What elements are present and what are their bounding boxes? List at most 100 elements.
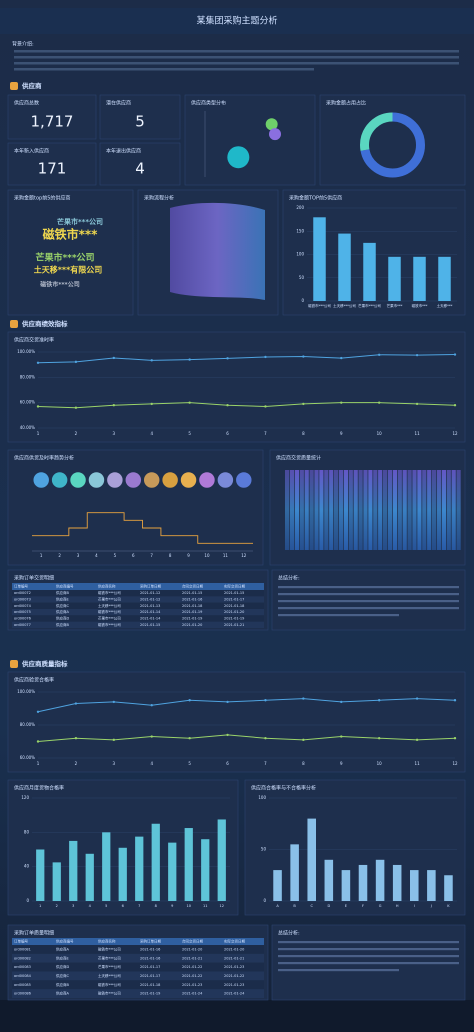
x-tick-label: 5 [188, 431, 191, 436]
point [415, 402, 419, 406]
bar [135, 836, 144, 901]
table-cell: 磁铁市***公司 [98, 590, 121, 595]
heat-bar [368, 470, 373, 550]
x-tick-label: 4 [150, 761, 153, 766]
color-dot [107, 472, 123, 488]
series-line [37, 354, 456, 364]
heat-bar [309, 470, 314, 550]
panel-title: 总结分析: [278, 930, 300, 937]
heat-bar [422, 470, 427, 550]
bubble [265, 118, 278, 131]
x-tick-label: 9 [340, 761, 343, 766]
table-cell: 2021-01-17 [140, 965, 160, 969]
heat-bar [334, 470, 339, 550]
point [415, 697, 419, 700]
table-cell: 供应商B [56, 982, 69, 987]
table-cell: 土天移***公司 [98, 973, 121, 978]
table-cell: ord00082 [14, 956, 31, 960]
table-cell: 2021-01-15 [140, 623, 160, 627]
word: 磁铁市*** [42, 227, 99, 242]
table-cell: 芒果市***公司 [98, 955, 121, 960]
heat-bar [451, 470, 456, 550]
heat-bar [304, 470, 309, 550]
table-cell: 2021-01-16 [140, 956, 160, 960]
panel-title: 供应商月度货物合格率 [14, 785, 64, 792]
table-header-cell: 实际交货日期 [224, 584, 245, 589]
table-cell: 2021-01-22 [224, 974, 244, 978]
table-header-cell: 订单编号 [14, 584, 28, 589]
x-tick-label: 4 [150, 431, 153, 436]
table-header-cell: 供应商编号 [56, 939, 74, 944]
heat-bar [392, 470, 397, 550]
heat-bar [289, 470, 295, 550]
bar [392, 864, 402, 901]
heat-bar [319, 470, 324, 550]
intro-text-lines [14, 50, 459, 71]
bar [201, 839, 210, 901]
section-title: 供应商 [21, 81, 42, 90]
x-tick-label: 1 [40, 553, 43, 558]
table-cell: 2021-01-19 [182, 617, 202, 621]
series-line [37, 402, 456, 409]
y-tick-label: 100 [296, 252, 304, 257]
point [453, 404, 457, 407]
x-tick-label: 1 [37, 431, 40, 436]
section-icon [10, 82, 18, 90]
x-tick-label: 9 [340, 431, 343, 436]
summary-text-line [278, 962, 459, 965]
point [112, 700, 116, 704]
summary-text-line [278, 941, 459, 944]
heat-bar [436, 470, 442, 550]
panel-title: 采购金额TOP前5供应商 [289, 195, 342, 202]
y-tick-label: 40 [24, 864, 30, 869]
table-cell: 供应商B [56, 590, 69, 595]
table-cell: 2021-01-14 [140, 617, 161, 621]
table-cell: 土天移***公司 [98, 603, 121, 608]
bar [118, 847, 127, 901]
x-tick-label: 7 [264, 761, 267, 766]
panel [7, 331, 466, 443]
color-dot [217, 472, 234, 488]
x-tick-label: 2 [75, 761, 78, 766]
table-cell: 2021-01-20 [182, 623, 202, 627]
bar [217, 819, 226, 901]
point [453, 353, 457, 356]
x-tick-label: 3 [113, 761, 116, 766]
table-cell: 芒果市***公司 [98, 616, 121, 621]
point [188, 737, 191, 740]
table-cell: 供应商D [56, 964, 69, 969]
panel-title: 供应商交货质量统计 [276, 455, 321, 462]
heat-bar [324, 470, 329, 550]
bar [307, 818, 316, 901]
word: 芒果市***公司 [57, 217, 103, 226]
x-tick-label: 磁铁市***公司 [308, 303, 331, 308]
bar [375, 859, 385, 901]
x-tick-label: 7 [150, 553, 153, 558]
heat-bar [358, 470, 363, 550]
table-row [12, 989, 264, 998]
x-tick-label: 5 [188, 761, 191, 766]
panel [7, 449, 264, 566]
section-icon [10, 320, 18, 328]
footer [0, 1000, 474, 1032]
point [453, 737, 457, 740]
section-title: 供应商质量指标 [21, 659, 68, 668]
panel-title: 采购金额占用占比 [326, 100, 366, 107]
point [112, 356, 116, 360]
table-cell: 2021-01-15 [224, 591, 244, 595]
panel [7, 671, 466, 773]
point [340, 700, 343, 704]
bar [273, 870, 282, 901]
section-title: 供应商绩效指标 [21, 319, 68, 328]
point [264, 737, 267, 740]
heat-bar [456, 470, 461, 550]
color-dot [180, 472, 197, 488]
point [415, 353, 419, 357]
table-cell: 2021-01-19 [140, 992, 160, 996]
x-tick-label: 芒果市*** [387, 303, 403, 308]
point [188, 358, 191, 361]
panel-title: 供应商验货合格率 [14, 677, 54, 684]
table-header-cell: 供应商名称 [98, 584, 116, 589]
table-cell: 2021-01-13 [140, 604, 160, 608]
